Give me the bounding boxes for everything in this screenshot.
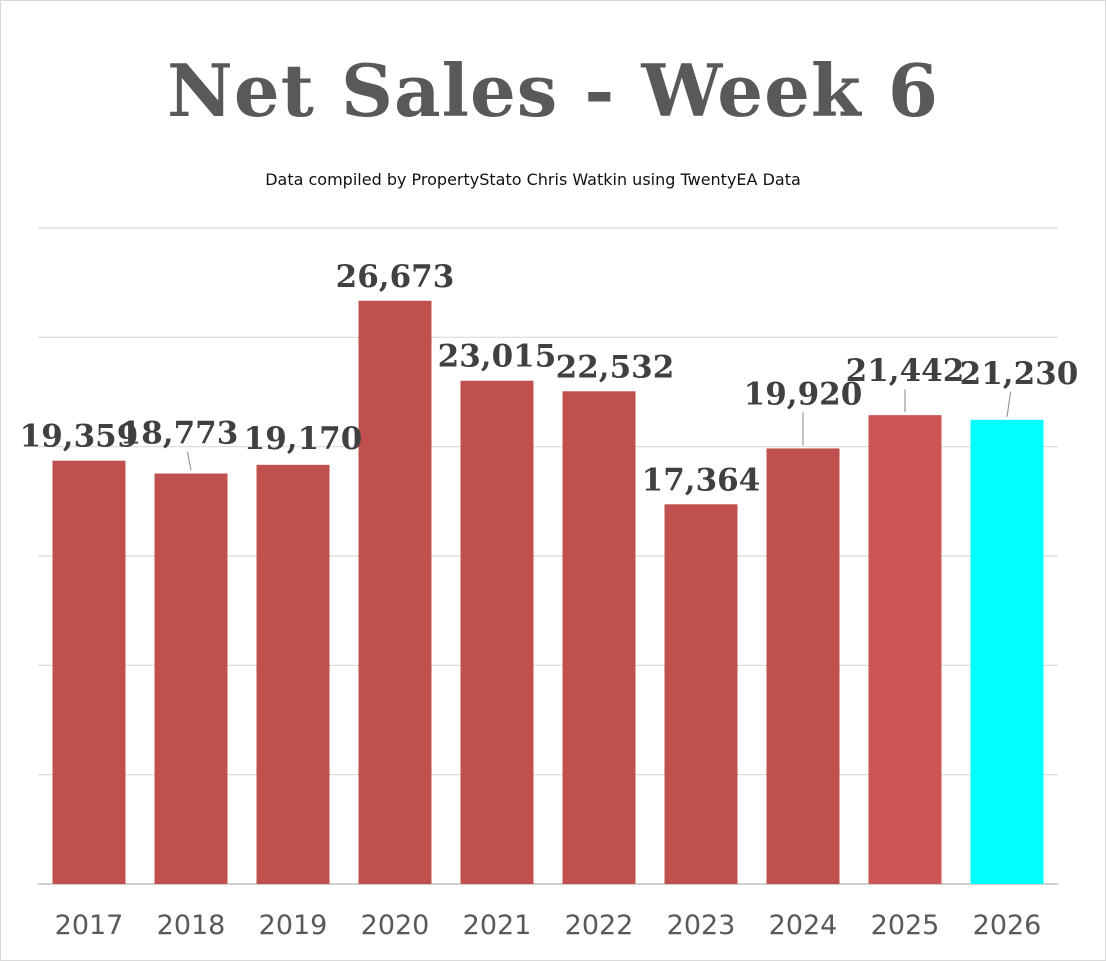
data-label-2025: 21,442 <box>846 353 965 389</box>
chart-subtitle: Data compiled by PropertyStato Chris Wat… <box>265 170 801 189</box>
leader-line-2018 <box>186 451 192 471</box>
x-tick-2024: 2024 <box>769 910 838 941</box>
x-tick-2026: 2026 <box>973 910 1042 941</box>
data-label-2026: 21,230 <box>960 356 1079 392</box>
data-label-2020: 26,673 <box>336 259 455 295</box>
bar-2018 <box>154 473 228 884</box>
bar-2022 <box>562 391 636 884</box>
bar-2019 <box>256 464 330 884</box>
bar-2023 <box>664 504 738 884</box>
x-tick-2019: 2019 <box>259 910 328 941</box>
x-tick-2023: 2023 <box>667 910 736 941</box>
data-label-2021: 23,015 <box>438 339 557 375</box>
x-tick-2025: 2025 <box>871 910 940 941</box>
bar-2024 <box>766 448 840 884</box>
bar-2017 <box>52 460 126 884</box>
chart-title: Net Sales - Week 6 <box>167 48 939 133</box>
data-label-2023: 17,364 <box>642 462 761 498</box>
x-axis-ticks: 2017 2018 2019 2020 2021 2022 2023 2024 2025 2026 <box>55 910 1042 941</box>
data-label-2024: 19,920 <box>744 376 863 412</box>
data-label-2018: 18,773 <box>120 415 239 451</box>
x-tick-2021: 2021 <box>463 910 532 941</box>
data-label-2017: 19,359 <box>20 419 139 455</box>
leader-line-2026 <box>1006 391 1012 417</box>
x-tick-2017: 2017 <box>55 910 124 941</box>
data-label-2019: 19,170 <box>244 421 363 457</box>
leader-lines <box>186 389 1012 471</box>
bar-2026 <box>970 419 1044 884</box>
bar-2021 <box>460 380 534 884</box>
x-tick-2018: 2018 <box>157 910 226 941</box>
bars <box>52 300 1044 885</box>
data-label-2022: 22,532 <box>556 349 675 385</box>
x-tick-2022: 2022 <box>565 910 634 941</box>
x-tick-2020: 2020 <box>361 910 430 941</box>
bar-2020 <box>358 300 432 885</box>
bar-2025 <box>868 415 942 884</box>
